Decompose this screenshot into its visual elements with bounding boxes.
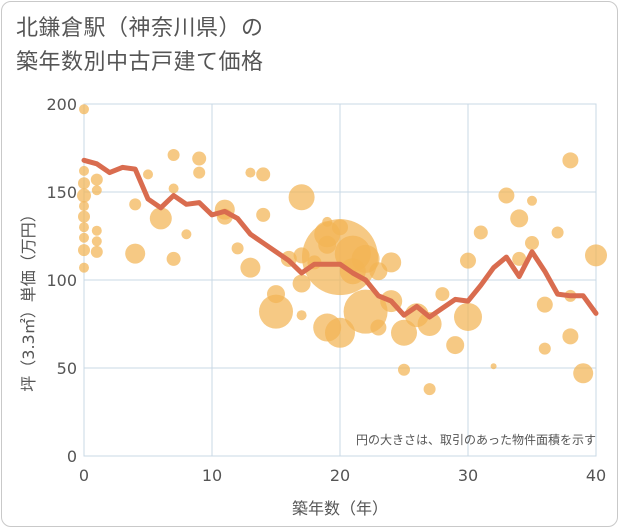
chart-title: 北鎌倉駅（神奈川県）の 築年数別中古戸建て価格 (16, 12, 264, 80)
bubble-33 (259, 294, 293, 329)
bubble-46 (325, 317, 355, 348)
bubble-13 (91, 236, 102, 247)
bubble-24 (193, 166, 206, 179)
bubble-series (77, 104, 607, 396)
bubble-65 (490, 363, 497, 370)
bubble-58 (417, 312, 442, 336)
bubble-69 (527, 195, 537, 206)
x-axis-title: 築年数（年） (292, 499, 388, 518)
bubble-38 (296, 310, 307, 321)
bubble-2 (78, 177, 90, 190)
average-price-trend-line (81, 157, 599, 320)
bubble-66 (498, 187, 515, 204)
bubble-62 (460, 252, 476, 269)
bubble-74 (562, 152, 579, 169)
bubble-23 (192, 151, 207, 166)
y-axis-title: 坪（3.3㎡）単価（万円） (19, 206, 38, 391)
y-tick-label-100: 100 (46, 271, 77, 290)
bubble-14 (90, 245, 103, 258)
bubble-21 (166, 251, 181, 266)
x-tick-label-40: 40 (586, 466, 606, 485)
x-tick-label-0: 0 (79, 466, 89, 485)
bubble-71 (536, 296, 553, 313)
bubble-72 (538, 342, 551, 355)
bubble-18 (149, 207, 172, 230)
bubble-63 (454, 302, 482, 331)
bubble-15 (129, 198, 142, 211)
bubble-0 (79, 104, 89, 115)
x-tick-label-30: 30 (458, 466, 478, 485)
y-tick-label-50: 50 (57, 359, 77, 378)
bubble-78 (585, 244, 607, 267)
bubble-12 (91, 225, 102, 236)
bubble-27 (231, 242, 244, 255)
y-tick-label-150: 150 (46, 183, 77, 202)
y-tick-label-200: 200 (46, 95, 77, 114)
chart-title-line-2: 築年数別中古戸建て価格 (16, 50, 264, 75)
bubble-53 (381, 252, 402, 273)
bubble-1 (79, 165, 89, 176)
y-tick-label-0: 0 (67, 447, 77, 466)
bubble-70 (525, 236, 539, 251)
bubble-20 (168, 183, 179, 194)
bubble-size-note: 円の大きさは、取引のあった物件面積を示す (356, 432, 596, 447)
bubble-61 (446, 336, 465, 355)
bubble-19 (167, 149, 180, 162)
bubble-16 (125, 243, 146, 264)
bubble-5 (78, 210, 90, 223)
bubble-64 (473, 225, 488, 240)
bubble-77 (573, 363, 594, 384)
chart-title-line-1: 北鎌倉駅（神奈川県）の (16, 16, 264, 41)
bubble-28 (245, 167, 256, 178)
x-tick-label-20: 20 (330, 466, 350, 485)
bubble-11 (91, 185, 102, 196)
bubble-6 (79, 222, 89, 233)
bubble-37 (292, 274, 311, 293)
bubble-3 (77, 188, 91, 203)
bubble-10 (90, 173, 103, 186)
bubble-31 (256, 207, 271, 222)
bubble-52 (370, 319, 387, 336)
bubble-59 (423, 383, 436, 396)
axis-ticks: 0 50 100 150 200 0 10 20 30 40 (46, 95, 606, 485)
bubble-29 (240, 257, 261, 278)
bubble-35 (288, 184, 315, 211)
bubble-73 (551, 226, 564, 239)
bubble-68 (512, 251, 527, 266)
bubble-4 (79, 201, 89, 212)
bubble-17 (143, 169, 153, 180)
bubble-56 (398, 363, 410, 376)
bubble-30 (256, 167, 271, 182)
bubble-22 (181, 229, 192, 240)
bubble-55 (391, 319, 417, 346)
bubble-60 (435, 287, 450, 302)
bubble-9 (79, 262, 89, 273)
x-tick-label-10: 10 (202, 466, 222, 485)
bubble-76 (562, 328, 579, 345)
bubble-8 (78, 244, 90, 257)
bubble-7 (79, 232, 89, 243)
bubble-67 (510, 209, 529, 228)
